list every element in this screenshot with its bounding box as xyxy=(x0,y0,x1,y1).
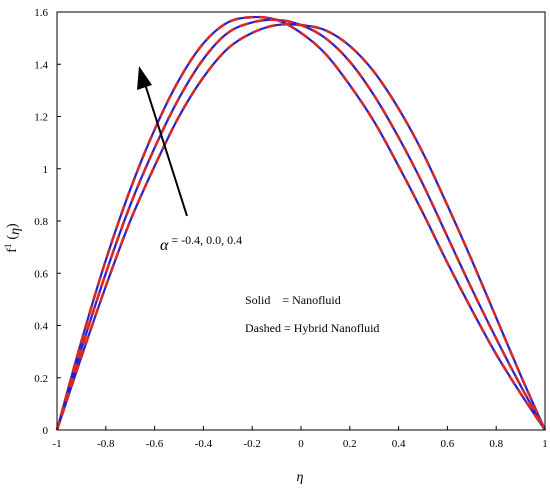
y-axis-label-open: ( xyxy=(5,235,20,240)
y-axis-ticks: 0 0.2 0.4 0.6 0.8 1 1.2 1.4 1.6 xyxy=(34,7,61,437)
alpha-arrow-head xyxy=(137,66,152,90)
alpha-arrow xyxy=(137,66,188,217)
x-tick-label: -0.4 xyxy=(195,438,213,450)
x-tick-label: -0.8 xyxy=(97,438,115,450)
y-tick-label: 1.2 xyxy=(34,112,48,124)
y-axis-label: f1 (η) xyxy=(3,223,23,253)
dashed-series-line xyxy=(55,18,547,431)
y-tick-label: 0.8 xyxy=(34,216,48,228)
x-tick-label: 1 xyxy=(542,438,548,450)
solid-series-line xyxy=(55,18,546,431)
y-tick-label: 1.6 xyxy=(34,7,48,19)
x-axis-label: η xyxy=(297,470,304,485)
curves-layer xyxy=(55,15,547,431)
y-tick-label: 1 xyxy=(43,164,49,176)
x-tick-label: 0.2 xyxy=(343,438,357,450)
x-tick-label: 0 xyxy=(298,438,304,450)
y-tick-label: 0.4 xyxy=(34,321,48,333)
alpha-annotation: α = -0.4, 0.0, 0.4 xyxy=(160,233,242,254)
y-tick-label: 1.4 xyxy=(34,59,48,71)
dashed-series-line xyxy=(55,22,547,431)
y-axis-label-eta: η xyxy=(8,228,23,235)
dashed-series-line xyxy=(55,15,547,431)
y-axis-label-f: f xyxy=(5,248,20,253)
y-axis-label-sup: 1 xyxy=(3,244,13,249)
x-tick-label: 0.4 xyxy=(392,438,406,450)
x-axis-ticks: -1 -0.8 -0.6 -0.4 -0.2 0 0.2 0.4 0.6 0.8 1 xyxy=(52,426,548,450)
legend-entry-solid: Solid = Nanofluid xyxy=(245,293,341,307)
y-tick-label: 0.6 xyxy=(34,268,48,280)
x-tick-label: -1 xyxy=(52,438,61,450)
y-tick-label: 0.2 xyxy=(34,373,48,385)
legend-entry-dashed: Dashed = Hybrid Nanofluid xyxy=(245,321,379,335)
alpha-symbol: α xyxy=(160,237,169,254)
x-tick-label: -0.6 xyxy=(146,438,164,450)
solid-series-line xyxy=(55,23,547,431)
alpha-values: = -0.4, 0.0, 0.4 xyxy=(168,233,242,247)
x-tick-label: -0.2 xyxy=(243,438,260,450)
x-tick-label: 0.8 xyxy=(489,438,503,450)
x-tick-label: 0.6 xyxy=(441,438,455,450)
alpha-arrow-shaft xyxy=(144,83,188,217)
y-axis-label-close: ) xyxy=(5,223,20,228)
y-tick-label: 0 xyxy=(43,425,49,437)
